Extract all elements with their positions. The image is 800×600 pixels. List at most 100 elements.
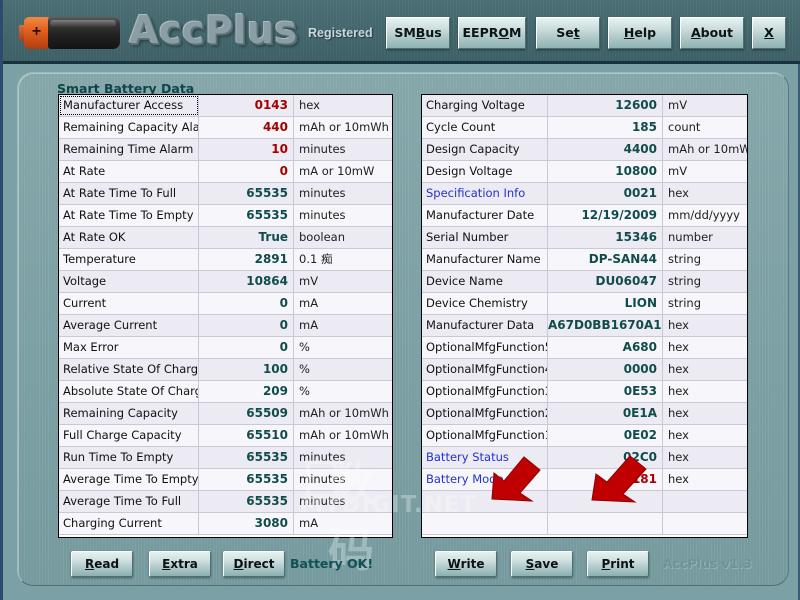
table-row[interactable]: Manufacturer Access 0143 hex [59,95,392,117]
row-value[interactable]: 65535 [199,205,294,226]
row-value[interactable]: 0000 [548,359,663,380]
table-row[interactable]: Manufacturer Name DP-SAN44 string [422,249,747,271]
row-value[interactable]: 65535 [199,491,294,512]
table-row[interactable]: Remaining Time Alarm 10 minutes [59,139,392,161]
row-value[interactable]: 0E02 [548,425,663,446]
row-value[interactable]: 0143 [199,95,294,116]
row-value[interactable]: 65509 [199,403,294,424]
row-value[interactable]: 65535 [199,183,294,204]
table-row[interactable]: Battery Mode 6181 hex [422,469,747,491]
table-row[interactable]: OptionalMfgFunction3 0E53 hex [422,381,747,403]
table-row[interactable]: Absolute State Of Charge 209% [59,381,392,403]
table-row[interactable]: Current 0 mA [59,293,392,315]
row-value[interactable]: 15346 [548,227,663,248]
table-row[interactable]: Temperature 2891 0.1 痴 [59,249,392,271]
table-row[interactable]: Battery Status 02C0 hex [422,447,747,469]
row-value[interactable]: 0E1A [548,403,663,424]
row-value[interactable]: 0 [199,161,294,182]
table-row[interactable]: Remaining Capacity Alarm440 mAh or 10mWh [59,117,392,139]
toolbar-button-eeprom[interactable]: EEPROM [458,17,526,49]
row-value[interactable]: 10864 [199,271,294,292]
footer-button-read[interactable]: Read [71,551,133,577]
table-row[interactable]: OptionalMfgFunction1 0E02 hex [422,425,747,447]
table-row[interactable]: Average Time To Empty 65535 minutes [59,469,392,491]
row-value[interactable]: 2891 [199,249,294,270]
footer-button-print[interactable]: Print [587,551,649,577]
table-row[interactable]: OptionalMfgFunction4 0000 hex [422,359,747,381]
row-value[interactable]: 0E53 [548,381,663,402]
row-value[interactable] [548,513,663,534]
table-row[interactable]: Full Charge Capacity 65510 mAh or 10mWh [59,425,392,447]
table-row[interactable]: Design Voltage 10800 mV [422,161,747,183]
table-row[interactable]: At Rate 0 mA or 10mW [59,161,392,183]
row-value[interactable]: 0021 [548,183,663,204]
table-row[interactable]: Max Error 0% [59,337,392,359]
toolbar-button-smbus-text-post: us [425,25,442,40]
footer-button-extra[interactable]: Extra [149,551,211,577]
row-value[interactable]: 4400 [548,139,663,160]
table-row[interactable]: Cycle Count 185 count [422,117,747,139]
smart-battery-data-table-right[interactable]: Charging Voltage 12600 mV Cycle Count 185 cou… [421,94,748,538]
row-value[interactable]: 65510 [199,425,294,446]
row-value[interactable]: 65535 [199,469,294,490]
table-row[interactable]: Remaining Capacity 65509 mAh or 10mWh [59,403,392,425]
table-row[interactable]: OptionalMfgFunction2 0E1A hex [422,403,747,425]
battery-icon-gloss [50,20,116,27]
row-value[interactable]: 10 [199,139,294,160]
table-row[interactable]: Charging Current 3080 mA [59,513,392,535]
table-row[interactable]: Device Name DU06047 string [422,271,747,293]
row-value[interactable]: 0 [199,337,294,358]
table-row[interactable]: Manufacturer Data A67D0BB1670A14 hex [422,315,747,337]
table-row[interactable]: Device Chemistry LION string [422,293,747,315]
row-value[interactable]: 209 [199,381,294,402]
row-value[interactable]: 185 [548,117,663,138]
row-value[interactable]: 10800 [548,161,663,182]
row-value[interactable]: 100 [199,359,294,380]
table-row[interactable] [422,491,747,513]
row-value[interactable]: True [199,227,294,248]
footer-button-save[interactable]: Save [511,551,573,577]
table-row[interactable]: At Rate Time To Empty 65535 minutes [59,205,392,227]
table-row[interactable]: Run Time To Empty 65535 minutes [59,447,392,469]
table-row[interactable]: At Rate OK True boolean [59,227,392,249]
row-value[interactable]: A680 [548,337,663,358]
row-value[interactable]: 12600 [548,95,663,116]
row-value[interactable]: LION [548,293,663,314]
row-value[interactable]: 65535 [199,447,294,468]
table-row[interactable]: Charging Voltage 12600 mV [422,95,747,117]
table-row[interactable]: Average Current 0 mA [59,315,392,337]
table-row[interactable]: Specification Info 0021 hex [422,183,747,205]
row-unit: hex [668,472,689,486]
row-value[interactable]: 3080 [199,513,294,534]
table-row[interactable]: Serial Number 15346 number [422,227,747,249]
row-label: Remaining Time Alarm [59,139,199,160]
row-value[interactable]: 0 [199,315,294,336]
toolbar-button-help[interactable]: Help [608,17,672,49]
row-value[interactable]: DP-SAN44 [548,249,663,270]
row-value[interactable]: 440 [199,117,294,138]
row-value[interactable]: 0 [199,293,294,314]
table-row[interactable]: Average Time To Full 65535 minutes [59,491,392,513]
row-unit: hex [668,428,689,442]
toolbar-button-set[interactable]: Set [536,17,600,49]
toolbar-button-smbus[interactable]: SMBus [386,17,450,49]
table-row[interactable]: OptionalMfgFunction5 A680 hex [422,337,747,359]
footer-button-direct[interactable]: Direct [223,551,285,577]
row-value[interactable]: 6181 [548,469,663,490]
table-row[interactable]: Voltage 10864 mV [59,271,392,293]
toolbar-button-close[interactable]: X [752,17,786,49]
row-value[interactable]: DU06047 [548,271,663,292]
row-value[interactable]: A67D0BB1670A14 [548,315,663,336]
row-value[interactable]: 12/19/2009 [548,205,663,226]
row-value[interactable] [548,491,663,512]
toolbar-button-set-text-pre: Se [556,25,574,40]
toolbar-button-about[interactable]: About [680,17,744,49]
table-row[interactable]: Manufacturer Date 12/19/2009 mm/dd/yyyy [422,205,747,227]
table-row[interactable] [422,513,747,535]
footer-button-write[interactable]: Write [435,551,497,577]
table-row[interactable]: Relative State Of Charge 100% [59,359,392,381]
table-row[interactable]: At Rate Time To Full 65535 minutes [59,183,392,205]
row-value[interactable]: 02C0 [548,447,663,468]
smart-battery-data-table-left[interactable]: Manufacturer Access 0143 hex Remaining Capa… [58,94,393,538]
